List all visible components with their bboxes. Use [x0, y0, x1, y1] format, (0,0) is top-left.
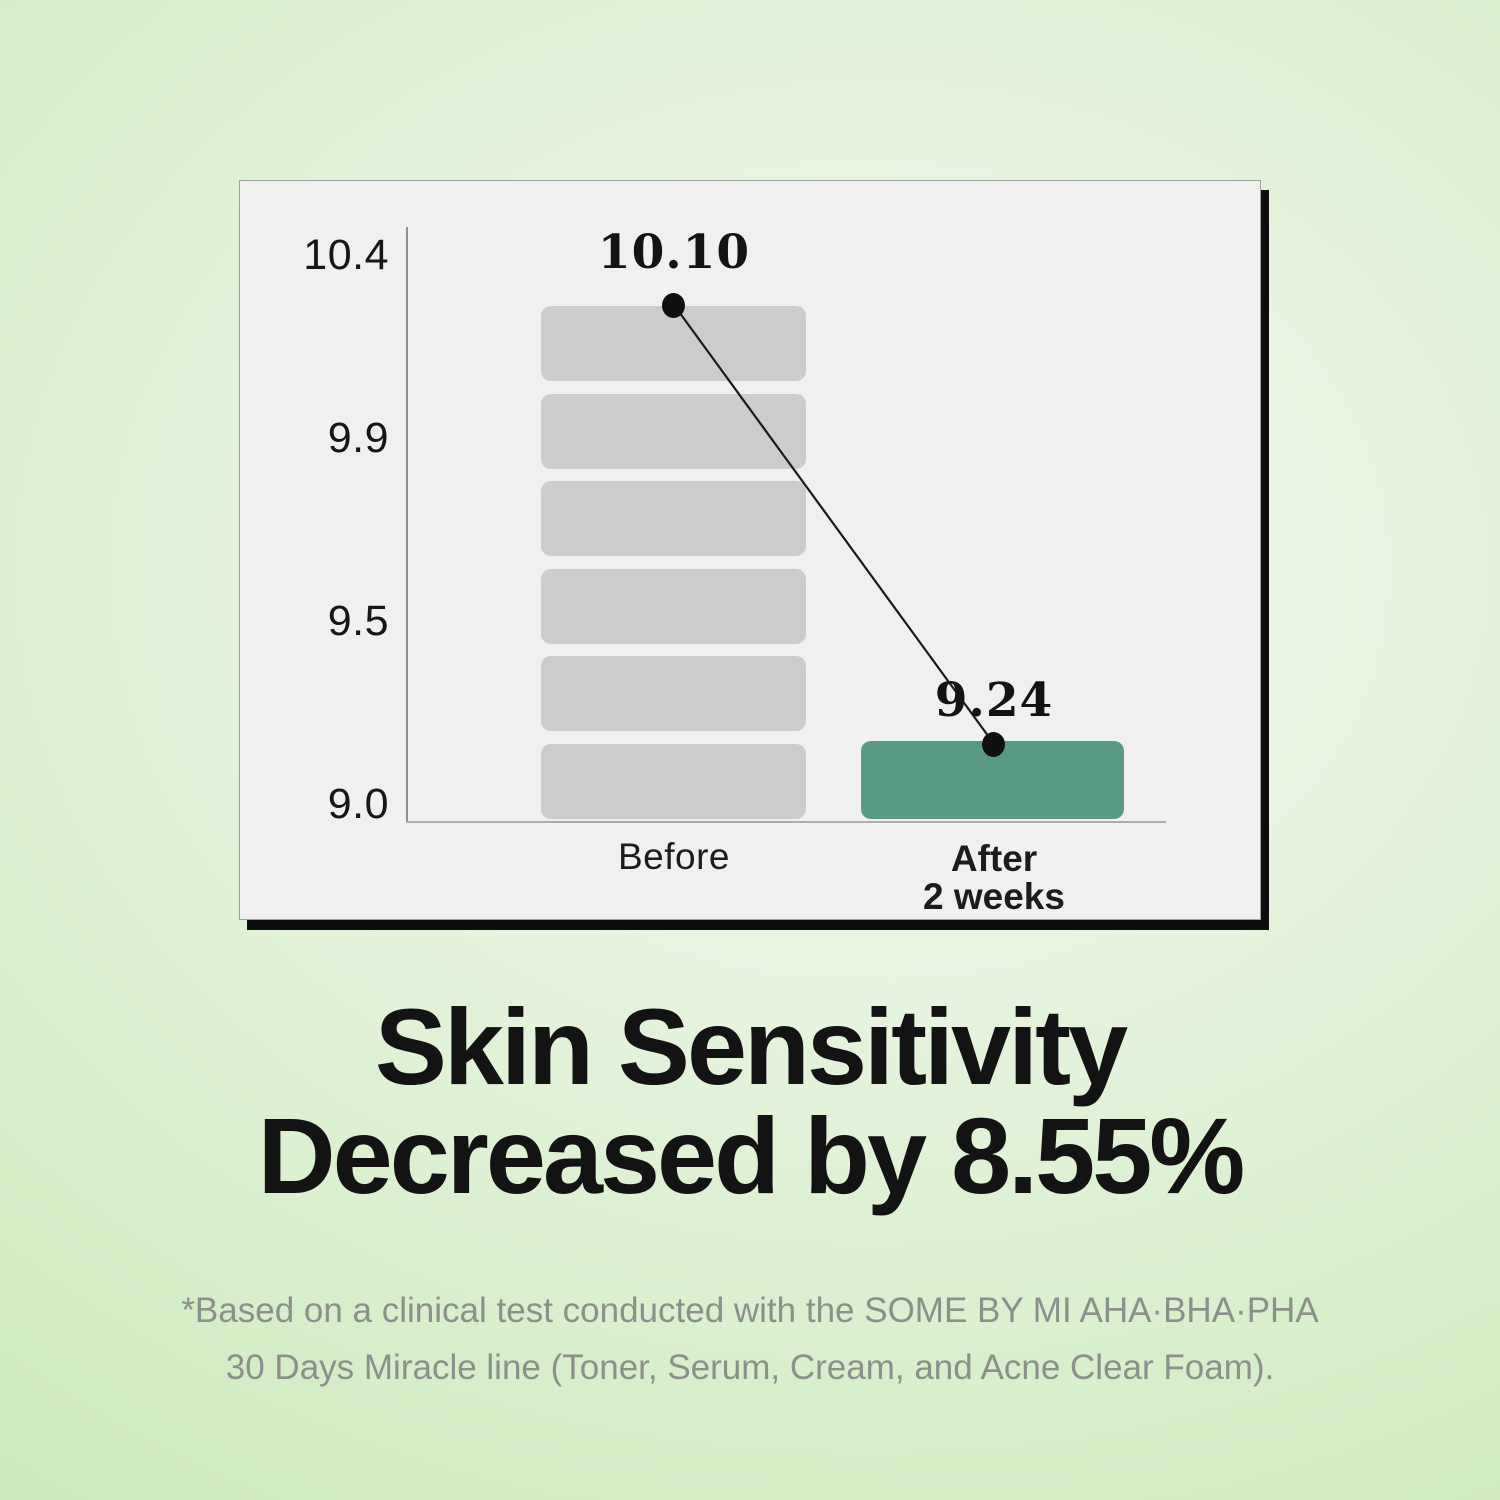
x-axis-line [406, 821, 1166, 823]
headline: Skin Sensitivity Decreased by 8.55% [0, 992, 1500, 1210]
before-bar-segment [541, 481, 806, 557]
category-label-before: Before [617, 836, 730, 877]
footnote-line-2: 30 Days Miracle line (Toner, Serum, Crea… [225, 1348, 1275, 1387]
y-axis-tick-label: 9.5 [327, 597, 389, 645]
headline-line-2: Decreased by 8.55% [257, 1095, 1246, 1216]
category-label-after-duration: 2 weeks [923, 876, 1065, 917]
before-bar-segment [541, 568, 806, 644]
y-axis-tick-label: 10.4 [303, 231, 389, 279]
value-label-after: 9.24 [934, 673, 1054, 728]
y-axis-tick-label: 9.0 [327, 780, 389, 828]
y-axis-tick-label: 9.9 [327, 414, 389, 462]
before-bar [541, 306, 806, 819]
data-point-dot-after [982, 732, 1005, 757]
before-bar-segment [541, 393, 806, 469]
footnote-line-1: *Based on a clinical test conducted with… [181, 1291, 1319, 1330]
footnote: *Based on a clinical test conducted with… [0, 1282, 1500, 1396]
headline-line-1: Skin Sensitivity [374, 986, 1128, 1107]
before-bar-segment [541, 656, 806, 732]
category-label-after: After [950, 838, 1038, 879]
before-bar-segment [541, 743, 806, 819]
y-axis-line [406, 227, 408, 823]
data-point-dot-before [662, 293, 685, 318]
value-label-before: 10.10 [597, 225, 751, 280]
chart-card: 10.4 9.9 9.5 9.0 10.10 9.24 Before After… [239, 180, 1261, 920]
